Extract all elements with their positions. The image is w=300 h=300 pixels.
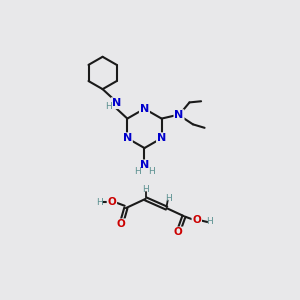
Text: N: N xyxy=(123,133,132,143)
Text: O: O xyxy=(117,219,126,229)
Text: O: O xyxy=(192,214,201,225)
Text: H: H xyxy=(148,167,155,176)
Text: O: O xyxy=(107,197,116,207)
Text: N: N xyxy=(112,98,121,108)
Text: O: O xyxy=(174,227,182,237)
Text: N: N xyxy=(140,104,149,114)
Text: N: N xyxy=(140,160,149,170)
Text: H: H xyxy=(206,218,213,226)
Text: N: N xyxy=(157,133,166,143)
Text: H: H xyxy=(96,198,103,207)
Text: H: H xyxy=(166,194,172,203)
Text: N: N xyxy=(174,110,184,120)
Text: H: H xyxy=(142,185,149,194)
Text: H: H xyxy=(134,167,140,176)
Text: H: H xyxy=(105,102,112,111)
